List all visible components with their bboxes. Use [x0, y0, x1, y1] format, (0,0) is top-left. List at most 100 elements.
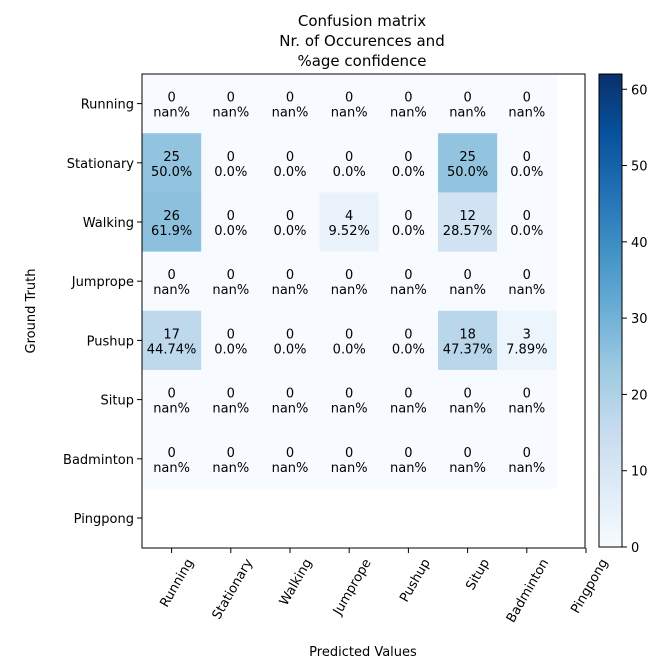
cell-count-label: 0	[286, 327, 294, 342]
cell-count-label: 0	[286, 209, 294, 224]
cell-count-label: 0	[227, 446, 235, 461]
cell-count-label: 0	[463, 387, 471, 402]
y-tick-label: ​Stationary​	[67, 157, 135, 172]
heatmap-cell	[319, 251, 380, 312]
cell-count-label: 0	[167, 446, 175, 461]
cell-percent-label: 50.0%	[447, 165, 488, 180]
cell-percent-label: 0.0%	[392, 165, 425, 180]
x-tick-label: ​Pushup​	[397, 557, 434, 606]
cell-percent-label: nan%	[153, 402, 190, 417]
heatmap-cell	[378, 251, 439, 312]
chart-title-line-3: %age confidence	[297, 52, 426, 70]
colorbar-tick-label: 10	[631, 465, 648, 480]
cell-percent-label: nan%	[272, 283, 309, 298]
cell-count-label: 0	[345, 446, 353, 461]
heatmap-cell	[378, 74, 439, 134]
y-axis-ticks: ​Running​ ​Stationary​ ​Walking​ ​Jumprope​…	[63, 98, 142, 527]
x-tick-label: ​Situp​	[463, 557, 493, 593]
cell-percent-label: nan%	[212, 106, 249, 121]
heatmap-cell	[142, 192, 202, 252]
cell-percent-label: 0.0%	[273, 165, 306, 180]
cell-percent-label: nan%	[508, 283, 545, 298]
cell-percent-label: nan%	[212, 402, 249, 417]
cell-percent-label: nan%	[449, 106, 486, 121]
cell-count-label: 0	[286, 150, 294, 165]
cell-count-label: 0	[463, 91, 471, 106]
heatmap-cell	[378, 133, 439, 193]
cell-percent-label: nan%	[153, 106, 190, 121]
heatmap-cell	[142, 251, 202, 312]
cell-percent-label: 9.52%	[329, 224, 370, 239]
heatmap-cell	[201, 192, 261, 252]
colorbar-tick-label: 30	[631, 312, 648, 327]
heatmap-cell	[497, 251, 557, 312]
heatmap-cell	[260, 74, 320, 134]
colorbar-ticks: 0 10 20 30 40 50 60	[622, 83, 648, 556]
cell-count-label: 12	[459, 209, 476, 224]
heatmap-cell	[201, 74, 261, 134]
cell-count-label: 0	[345, 327, 353, 342]
heatmap-cell	[438, 74, 498, 134]
cell-percent-label: nan%	[153, 461, 190, 476]
cell-percent-label: 0.0%	[510, 224, 543, 239]
cell-count-label: 0	[167, 268, 175, 283]
cell-percent-label: 50.0%	[151, 165, 192, 180]
heatmap-cells	[142, 74, 557, 489]
cell-percent-label: nan%	[331, 106, 368, 121]
cell-count-label: 0	[286, 387, 294, 402]
cell-count-label: 0	[523, 268, 531, 283]
y-tick-label: ​Situp​	[101, 394, 134, 409]
cell-percent-label: 7.89%	[506, 342, 547, 357]
heatmap-cell	[319, 74, 380, 134]
cell-percent-label: nan%	[331, 283, 368, 298]
cell-count-label: 0	[523, 91, 531, 106]
cell-count-label: 0	[345, 268, 353, 283]
cell-count-label: 0	[345, 91, 353, 106]
cell-count-label: 0	[227, 91, 235, 106]
heatmap-cell	[319, 370, 380, 430]
chart-title: Confusion matrix Nr. of Occurences and %…	[279, 12, 444, 70]
cell-percent-label: 0.0%	[333, 165, 366, 180]
cell-count-label: 0	[345, 150, 353, 165]
cell-count-label: 0	[404, 446, 412, 461]
heatmap-cell-labels: 0nan%0nan%0nan%0nan%0nan%0nan%0nan%2550.…	[147, 91, 548, 476]
heatmap-cell	[438, 370, 498, 430]
heatmap-cell	[438, 310, 498, 371]
cell-percent-label: nan%	[272, 106, 309, 121]
cell-percent-label: nan%	[449, 283, 486, 298]
cell-count-label: 0	[227, 209, 235, 224]
heatmap-cell	[497, 74, 557, 134]
heatmap-cell	[142, 429, 202, 489]
cell-count-label: 0	[523, 209, 531, 224]
heatmap-cell	[260, 251, 320, 312]
y-tick-label: ​Badminton​	[63, 453, 134, 468]
cell-percent-label: nan%	[212, 461, 249, 476]
cell-percent-label: 0.0%	[214, 224, 247, 239]
cell-percent-label: 0.0%	[214, 342, 247, 357]
cell-percent-label: 44.74%	[147, 342, 197, 357]
y-tick-label: ​Pingpong​	[74, 512, 134, 527]
cell-count-label: 18	[459, 327, 476, 342]
cell-count-label: 0	[286, 91, 294, 106]
cell-count-label: 3	[523, 327, 531, 342]
cell-percent-label: nan%	[508, 402, 545, 417]
cell-count-label: 0	[345, 387, 353, 402]
heatmap-cell	[260, 133, 320, 193]
heatmap-cell	[142, 370, 202, 430]
colorbar-tick-label: 20	[631, 388, 648, 403]
heatmap-cell	[260, 429, 320, 489]
cell-count-label: 0	[167, 91, 175, 106]
y-tick-label: ​Walking​	[83, 216, 134, 231]
y-tick-label: ​Running​	[81, 98, 134, 113]
heatmap-cell	[438, 133, 498, 193]
x-tick-label: ​Pingpong​	[568, 557, 611, 617]
cell-percent-label: 0.0%	[392, 224, 425, 239]
cell-percent-label: 28.57%	[443, 224, 493, 239]
colorbar-tick-label: 40	[631, 236, 648, 251]
x-axis-label: Predicted Values	[309, 645, 417, 660]
cell-count-label: 0	[523, 150, 531, 165]
heatmap-cell	[438, 429, 498, 489]
heatmap-cell	[142, 310, 202, 371]
cell-count-label: 0	[404, 209, 412, 224]
